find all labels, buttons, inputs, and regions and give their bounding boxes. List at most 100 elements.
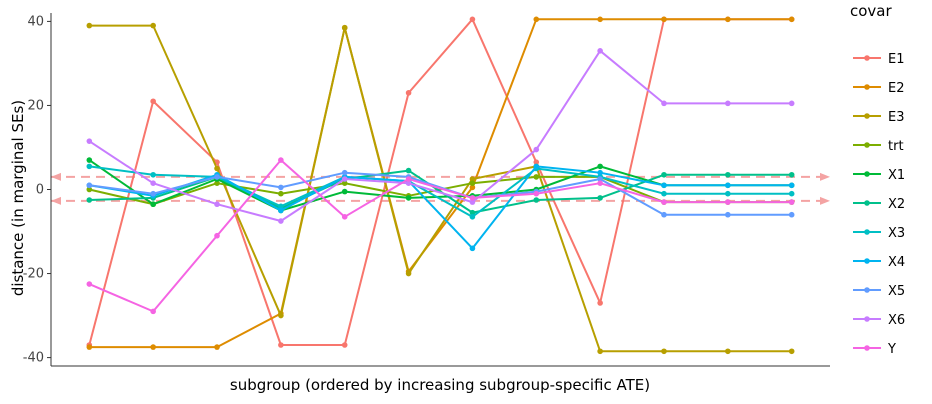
- data-point-e1: [150, 98, 156, 105]
- data-point-x4: [278, 207, 284, 214]
- legend-label: E2: [888, 81, 905, 96]
- reference-line-marker: [51, 196, 61, 205]
- data-point-x6: [214, 201, 220, 208]
- data-point-x1: [150, 201, 156, 208]
- data-point-e2: [214, 344, 220, 350]
- data-point-x4: [788, 182, 795, 189]
- data-point-x3: [86, 163, 93, 170]
- data-point-x5: [278, 184, 284, 191]
- data-point-e3: [341, 24, 348, 31]
- series-line-y: [88, 159, 792, 313]
- series-line-x5: [89, 171, 792, 216]
- data-point-e2: [788, 16, 795, 23]
- data-point-x6: [278, 218, 284, 224]
- data-point-e3: [661, 348, 667, 355]
- legend-item-e3: E3: [853, 110, 905, 125]
- data-point-x4: [469, 245, 476, 252]
- legend-label: X6: [888, 313, 905, 328]
- x-axis-title: subgroup (ordered by increasing subgroup…: [230, 376, 650, 394]
- legend-key-point: [864, 200, 870, 206]
- data-point-y: [214, 232, 220, 239]
- data-point-y: [405, 176, 412, 182]
- legend-label: X2: [888, 197, 905, 212]
- data-point-x3: [661, 190, 667, 197]
- series-x4: [86, 163, 795, 252]
- data-point-e2: [86, 344, 93, 350]
- legend-item-x6: X6: [853, 313, 905, 328]
- data-point-x6: [533, 146, 540, 153]
- data-point-x3: [725, 190, 731, 197]
- legend-label: E1: [888, 52, 905, 67]
- data-point-y: [86, 281, 93, 287]
- reference-lines: [51, 172, 830, 205]
- legend-key-point: [864, 113, 870, 119]
- data-point-x6: [597, 48, 603, 54]
- y-tick-label: 0: [36, 183, 44, 198]
- data-point-e3: [86, 22, 93, 29]
- series-e3: [86, 22, 795, 355]
- legend-label: X4: [888, 255, 905, 270]
- y-axis-title: distance (in marginal SEs): [9, 100, 27, 296]
- data-point-y: [341, 214, 348, 220]
- series-line-e2: [89, 18, 792, 349]
- reference-line-marker: [51, 172, 61, 181]
- data-point-x2: [788, 171, 795, 178]
- data-point-x6: [788, 100, 795, 107]
- data-point-x1: [597, 163, 603, 170]
- data-point-x5: [661, 211, 667, 218]
- legend-key-point: [864, 345, 870, 351]
- data-point-e2: [725, 16, 731, 23]
- series-y: [86, 157, 795, 315]
- data-point-x6: [469, 199, 476, 205]
- reference-line-marker: [820, 196, 830, 205]
- data-point-x6: [405, 180, 412, 186]
- data-point-e3: [725, 348, 731, 355]
- data-point-x5: [725, 211, 731, 218]
- data-point-trt: [469, 180, 476, 186]
- legend-key-point: [864, 142, 870, 148]
- legend-item-x1: X1: [853, 168, 905, 183]
- data-point-x5: [150, 190, 156, 197]
- data-point-x6: [661, 100, 667, 107]
- data-point-trt: [341, 180, 348, 186]
- legend-label: X5: [888, 284, 905, 299]
- data-point-e2: [533, 16, 540, 23]
- data-point-e3: [150, 22, 156, 29]
- legend-label: Y: [887, 342, 896, 357]
- data-point-x2: [661, 171, 667, 178]
- series-line-x3: [89, 165, 792, 218]
- data-point-x4: [661, 182, 667, 189]
- data-point-e3: [214, 165, 220, 172]
- data-point-x4: [597, 169, 603, 176]
- legend: covar E1 E2 E3 trt X1 X2 X3 X4 X5 X6 Y: [850, 2, 905, 357]
- legend-item-x2: X2: [853, 197, 905, 212]
- legend-item-x3: X3: [853, 226, 905, 241]
- legend-key-point: [864, 84, 870, 90]
- data-point-x6: [725, 100, 731, 107]
- data-point-e3: [597, 348, 603, 355]
- data-point-e3: [469, 176, 476, 182]
- data-point-y: [661, 199, 667, 205]
- data-point-e1: [405, 90, 412, 96]
- legend-key-point: [864, 287, 870, 293]
- data-point-e2: [661, 16, 667, 23]
- data-point-e2: [150, 344, 156, 350]
- data-point-y: [788, 199, 795, 205]
- legend-item-y: Y: [853, 342, 896, 357]
- y-tick-label: -40: [23, 351, 44, 366]
- data-point-x3: [469, 214, 476, 220]
- data-point-x4: [725, 182, 731, 189]
- reference-line-marker: [820, 172, 830, 181]
- data-point-x3: [150, 171, 156, 178]
- data-point-x6: [150, 180, 156, 186]
- data-point-x6: [86, 138, 93, 144]
- legend-key-point: [864, 258, 870, 264]
- data-point-x1: [341, 188, 348, 195]
- legend-item-e1: E1: [853, 52, 905, 67]
- data-point-x2: [725, 171, 731, 178]
- y-tick-label: 40: [27, 14, 44, 29]
- data-point-x2: [405, 167, 412, 174]
- legend-key-point: [864, 229, 870, 235]
- legend-title: covar: [850, 2, 892, 20]
